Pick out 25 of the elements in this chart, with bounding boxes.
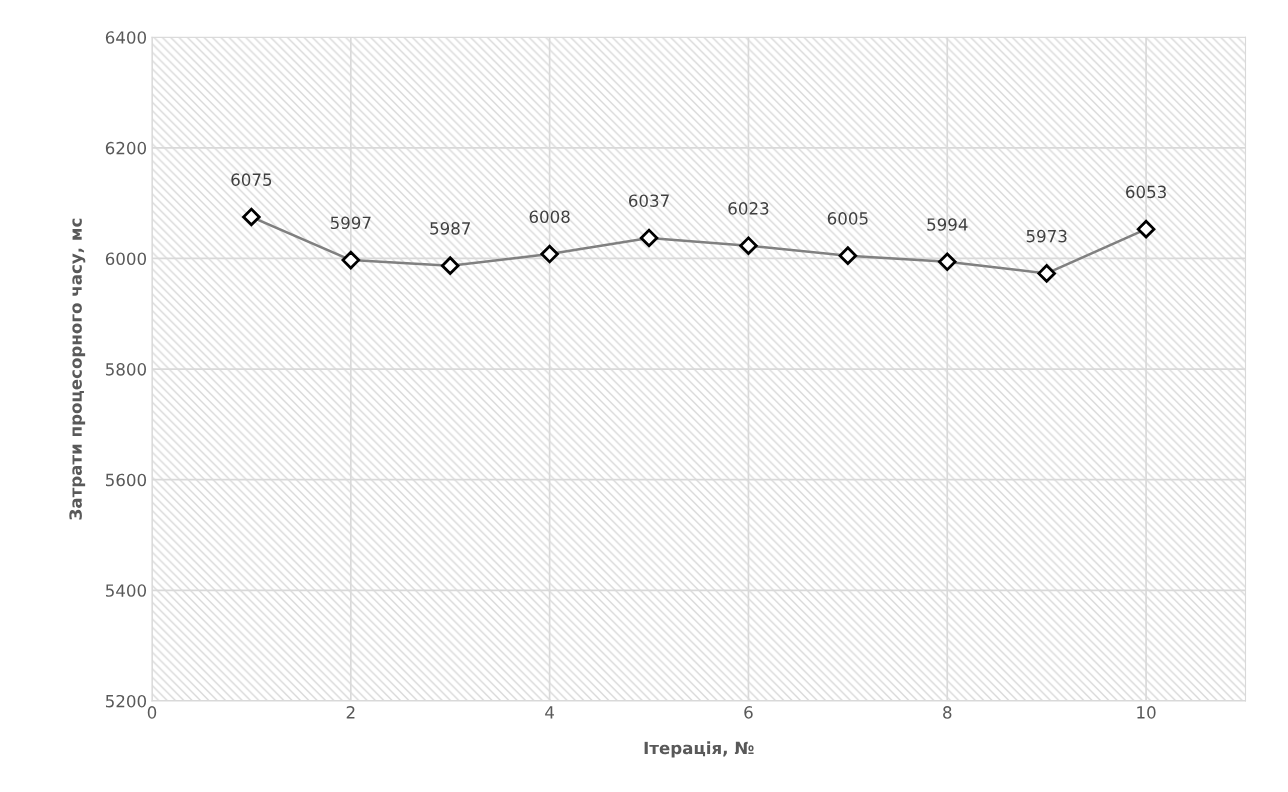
y-tick-label: 5800 xyxy=(105,363,147,376)
data-label: 6037 xyxy=(628,194,669,207)
data-label: 5994 xyxy=(927,218,968,231)
x-tick-label: 4 xyxy=(545,706,554,719)
data-label: 6075 xyxy=(231,173,272,186)
data-label: 6053 xyxy=(1126,185,1166,199)
y-tick-label: 6400 xyxy=(105,31,147,44)
y-tick-label: 6200 xyxy=(105,141,147,155)
x-tick-label: 8 xyxy=(943,706,952,719)
y-tick-label: 5600 xyxy=(105,473,147,487)
x-tick-label: 0 xyxy=(147,706,157,719)
x-tick-label: 6 xyxy=(744,706,753,719)
data-label: 6008 xyxy=(529,210,570,224)
y-tick-label: 5200 xyxy=(105,694,147,708)
data-label: 6023 xyxy=(728,202,769,215)
x-tick-label: 2 xyxy=(346,706,355,719)
y-axis-title: Затрати процесорного часу, мс xyxy=(69,218,86,520)
data-label: 5973 xyxy=(1026,229,1067,243)
data-label: 6005 xyxy=(827,212,868,225)
x-tick-label: 10 xyxy=(1137,706,1156,719)
data-label: 5987 xyxy=(430,222,470,235)
y-tick-label: 6000 xyxy=(105,252,147,266)
x-axis-title: Ітерація, № xyxy=(644,741,754,758)
data-label: 5997 xyxy=(330,216,371,230)
y-tick-label: 5400 xyxy=(105,584,147,597)
